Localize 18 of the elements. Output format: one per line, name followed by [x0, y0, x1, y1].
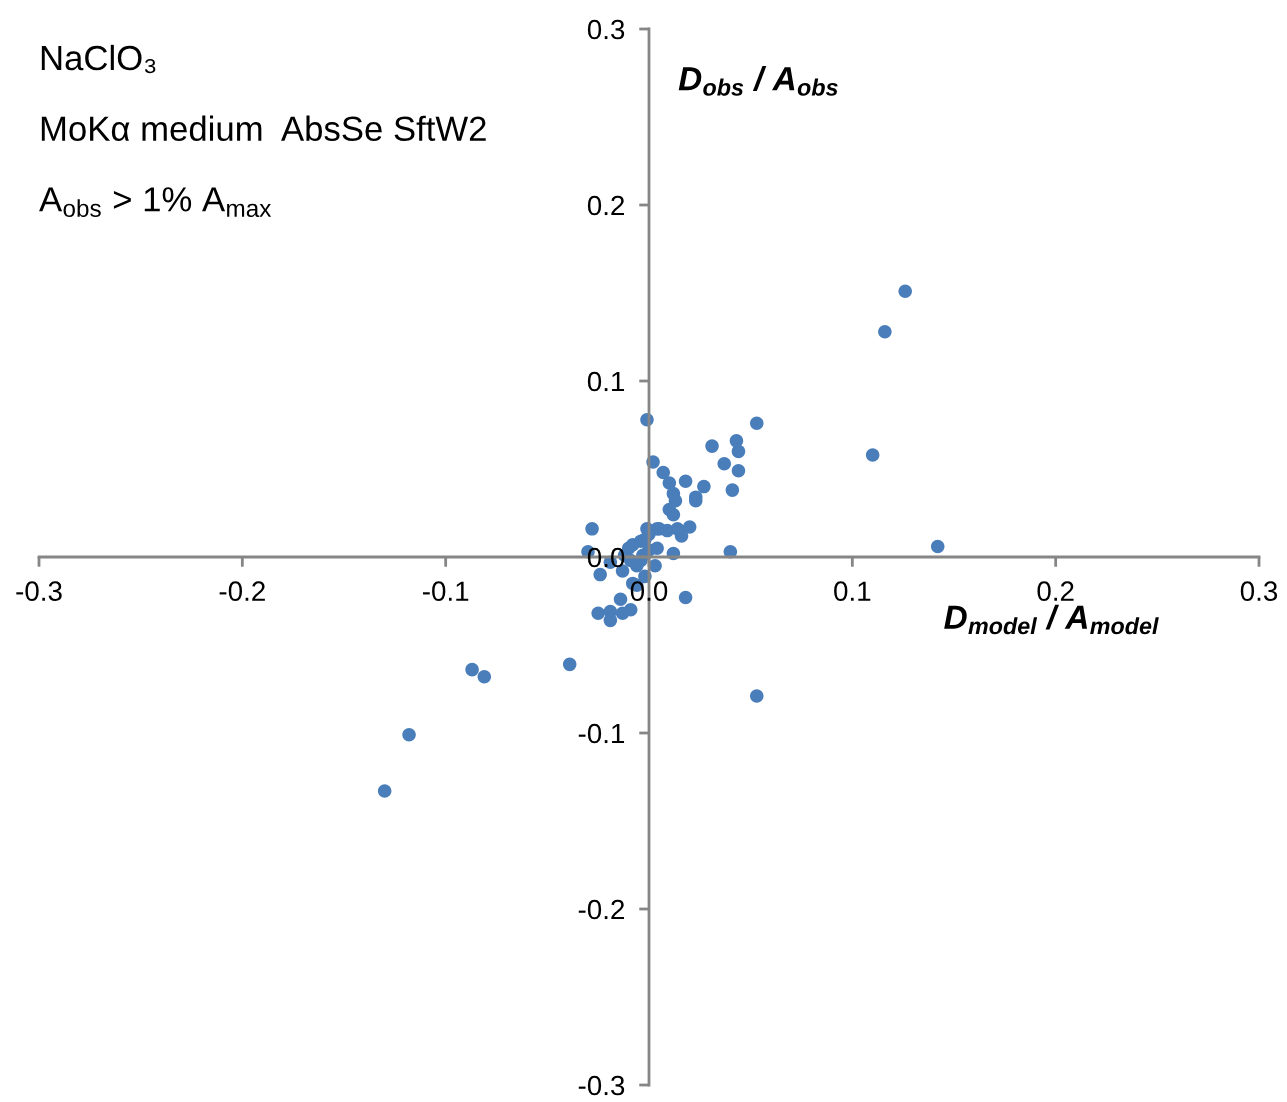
y-tick-label: 0.2	[587, 195, 624, 216]
y-tick-label: -0.1	[578, 723, 625, 744]
x-tick-label: 0.2	[1037, 581, 1074, 602]
y-tick-label: -0.3	[578, 1075, 625, 1096]
y-tick-label: -0.2	[578, 899, 624, 920]
x-tick-label: -0.3	[16, 581, 62, 602]
x-tick-label: 0.3	[1240, 581, 1278, 602]
annotation: A$_{obs}$ > 1% A$_{max}$	[39, 187, 272, 218]
x-tick-label: -0.2	[219, 581, 265, 602]
x-axis-title: D$_{model}$ / A$_{model}$	[944, 604, 1159, 635]
y-tick-label: 0.3	[587, 19, 625, 40]
y-axis-title: D$_{obs}$ / A$_{obs}$	[678, 66, 838, 96]
y-tick-label: 0.1	[587, 371, 625, 392]
x-tick-label: -0.1	[422, 581, 469, 602]
x-tick-label: 0.0	[630, 581, 668, 602]
x-tick-label: 0.1	[834, 581, 871, 602]
annotation: NaClO₃	[41, 44, 156, 74]
annotation: MoKα medium AbsSe SftW2	[41, 115, 486, 142]
